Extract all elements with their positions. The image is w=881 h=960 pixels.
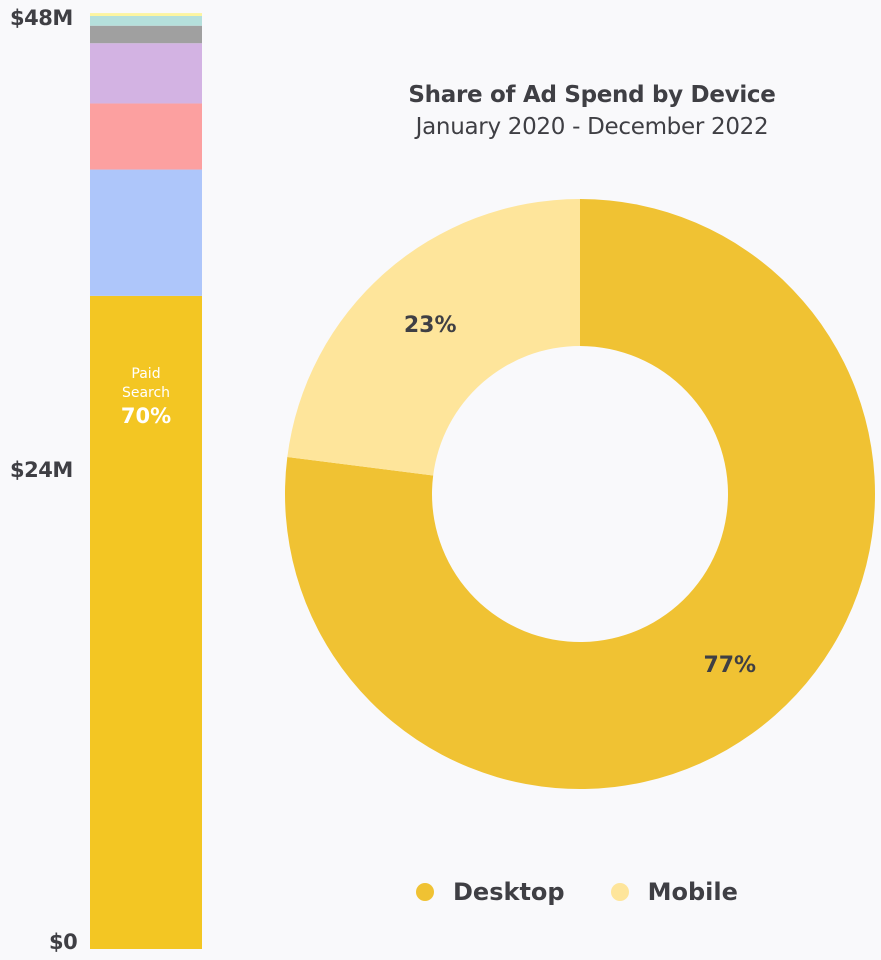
y-tick-label: $0 (49, 930, 78, 954)
legend-item-mobile[interactable]: Mobile (610, 878, 738, 906)
bar-segment-label: Paid Search 70% (90, 365, 202, 429)
legend-item-desktop[interactable]: Desktop (416, 878, 565, 906)
chart-title: Share of Ad Spend by Device (408, 82, 776, 108)
chart-subtitle: January 2020 - December 2022 (415, 114, 769, 140)
y-tick-label: $48M (10, 6, 73, 30)
bar-segment-3[interactable] (90, 103, 202, 170)
legend-dot-icon (416, 883, 434, 901)
legend-label: Mobile (647, 878, 738, 906)
bar-segment-7[interactable] (90, 13, 202, 16)
legend-dot-icon (610, 883, 629, 901)
donut-slice-mobile[interactable] (287, 199, 580, 476)
donut-slice-label: 77% (703, 653, 756, 678)
legend: Desktop Mobile (416, 878, 784, 906)
bar-segment-5[interactable] (90, 25, 202, 44)
donut-slice-label: 23% (404, 313, 457, 338)
bar-segment-1[interactable] (90, 295, 202, 949)
bar-segment-percent: 70% (120, 404, 172, 428)
bar-segment-6[interactable] (90, 16, 202, 26)
y-tick-label: $24M (10, 458, 73, 482)
legend-label: Desktop (453, 878, 565, 906)
bar-segment-4[interactable] (90, 43, 202, 104)
bar-segment-2[interactable] (90, 169, 202, 296)
bar-segment-category-line: Search (121, 385, 171, 401)
donut-slice-desktop[interactable] (285, 199, 876, 789)
bar-segment-category-line: Paid (131, 366, 161, 382)
